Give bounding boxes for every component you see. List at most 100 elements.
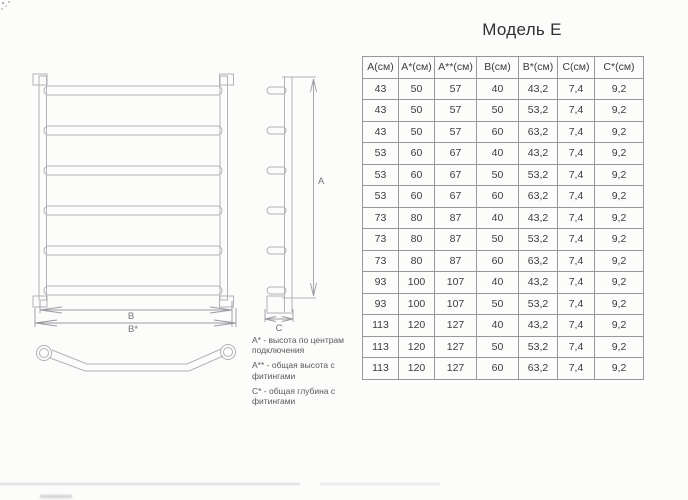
table-cell: 43,2 xyxy=(518,77,558,100)
table-cell: 53 xyxy=(362,185,399,208)
table-cell: 7,4 xyxy=(557,314,595,337)
table-cell: 40 xyxy=(476,142,519,165)
side-view xyxy=(266,76,316,314)
table-cell: 9,2 xyxy=(594,206,644,229)
table-cell: 40 xyxy=(476,271,519,294)
table-cell: 87 xyxy=(434,249,477,272)
size-table: А(см) А*(см) А**(см) В(см) В*(см) С(см) С*(см)… xyxy=(362,56,644,380)
table-cell: 50 xyxy=(398,77,435,100)
width-dimensions xyxy=(34,301,237,327)
table-cell: 63,2 xyxy=(518,185,558,208)
table-cell: 127 xyxy=(434,357,477,380)
table-cell: 9,2 xyxy=(594,77,644,100)
table-cell: 43,2 xyxy=(518,314,558,337)
table-cell: 7,4 xyxy=(557,206,595,229)
table-cell: 7,4 xyxy=(557,335,595,358)
scan-artifact-smudge xyxy=(40,495,72,498)
table-cell: 9,2 xyxy=(594,120,644,143)
table-cell: 113 xyxy=(362,314,399,337)
table-cell: 63,2 xyxy=(518,249,558,272)
table-cell: 60 xyxy=(476,249,519,272)
table-cell: 9,2 xyxy=(594,163,644,186)
table-cell: 60 xyxy=(398,142,435,165)
dim-label-c: С xyxy=(276,323,283,334)
table-cell: 113 xyxy=(362,357,399,380)
table-cell: 50 xyxy=(398,120,435,143)
table-row: 53 60 67 60 63,2 7,4 9,2 xyxy=(362,185,644,208)
table-cell: 53,2 xyxy=(518,292,558,315)
table-cell: 7,4 xyxy=(557,99,595,122)
table-cell: 43,2 xyxy=(518,142,558,165)
dim-label-b: В xyxy=(128,311,134,322)
table-cell: 43,2 xyxy=(518,206,558,229)
size-table-head-row: А(см) А*(см) А**(см) В(см) В*(см) С(см) С*(см) xyxy=(362,56,644,79)
rung xyxy=(43,285,223,296)
table-cell: 100 xyxy=(398,271,435,294)
table-row: 53 60 67 40 43,2 7,4 9,2 xyxy=(362,142,644,165)
table-row: 73 80 87 60 63,2 7,4 9,2 xyxy=(362,249,644,272)
column-header: В(см) xyxy=(476,56,519,79)
table-cell: 60 xyxy=(398,163,435,186)
table-cell: 7,4 xyxy=(557,185,595,208)
table-cell: 127 xyxy=(434,314,477,337)
table-cell: 87 xyxy=(434,228,477,251)
table-row: 53 60 67 50 53,2 7,4 9,2 xyxy=(362,163,644,186)
rung xyxy=(43,205,223,216)
table-row: 73 80 87 40 43,2 7,4 9,2 xyxy=(362,206,644,229)
table-cell: 9,2 xyxy=(594,292,644,315)
table-cell: 93 xyxy=(362,292,399,315)
rung-end xyxy=(266,86,287,95)
dim-label-b-star: В* xyxy=(128,324,138,335)
size-table-container: А(см) А*(см) А**(см) В(см) В*(см) С(см) С*(см)… xyxy=(362,56,644,380)
footnotes: А* - высота по центрам подключения А** -… xyxy=(252,335,364,411)
left-post xyxy=(38,75,47,301)
footnote-c-star: С* - общая глубина с фитингами xyxy=(252,385,336,406)
post-section xyxy=(36,345,52,361)
size-table-body: 43 50 57 40 43,2 7,4 9,2 43 50 57 50 53,2 7,4 9,2 43 50… xyxy=(362,77,644,380)
table-cell: 73 xyxy=(362,228,399,251)
rung xyxy=(43,85,223,96)
bowed-tube xyxy=(49,355,224,372)
table-cell: 80 xyxy=(398,206,435,229)
table-row: 43 50 57 50 53,2 7,4 9,2 xyxy=(362,99,644,122)
table-cell: 7,4 xyxy=(557,142,595,165)
column-header: А*(см) xyxy=(398,56,435,79)
table-row: 73 80 87 50 53,2 7,4 9,2 xyxy=(362,228,644,251)
table-cell: 67 xyxy=(434,142,477,165)
front-view xyxy=(32,73,234,308)
rung-end xyxy=(266,166,287,175)
table-cell: 7,4 xyxy=(557,120,595,143)
table-cell: 87 xyxy=(434,206,477,229)
table-cell: 40 xyxy=(476,206,519,229)
table-cell: 60 xyxy=(476,185,519,208)
table-row: 93 100 107 40 43,2 7,4 9,2 xyxy=(362,271,644,294)
footnote-a-star: А* - высота по центрам подключения xyxy=(252,335,345,356)
table-cell: 53,2 xyxy=(518,163,558,186)
table-cell: 50 xyxy=(476,292,519,315)
table-row: 43 50 57 60 63,2 7,4 9,2 xyxy=(362,120,644,143)
table-cell: 50 xyxy=(476,228,519,251)
table-cell: 43 xyxy=(362,120,399,143)
table-row: 43 50 57 40 43,2 7,4 9,2 xyxy=(362,77,644,100)
table-cell: 7,4 xyxy=(557,249,595,272)
table-cell: 80 xyxy=(398,249,435,272)
table-cell: 53,2 xyxy=(518,99,558,122)
rung xyxy=(43,165,223,176)
table-cell: 43 xyxy=(362,99,399,122)
table-cell: 120 xyxy=(398,314,435,337)
rung xyxy=(43,245,223,256)
table-cell: 9,2 xyxy=(594,99,644,122)
table-cell: 9,2 xyxy=(594,228,644,251)
table-row: 113 120 127 60 63,2 7,4 9,2 xyxy=(362,357,644,380)
table-cell: 7,4 xyxy=(557,271,595,294)
table-cell: 57 xyxy=(434,120,477,143)
table-cell: 73 xyxy=(362,249,399,272)
column-header: В*(см) xyxy=(518,56,558,79)
bowed-tube xyxy=(51,348,222,365)
table-cell: 73 xyxy=(362,206,399,229)
table-cell: 127 xyxy=(434,335,477,358)
table-cell: 9,2 xyxy=(594,271,644,294)
post-section-inner xyxy=(39,348,49,358)
page-title: Модель Е xyxy=(482,20,562,39)
